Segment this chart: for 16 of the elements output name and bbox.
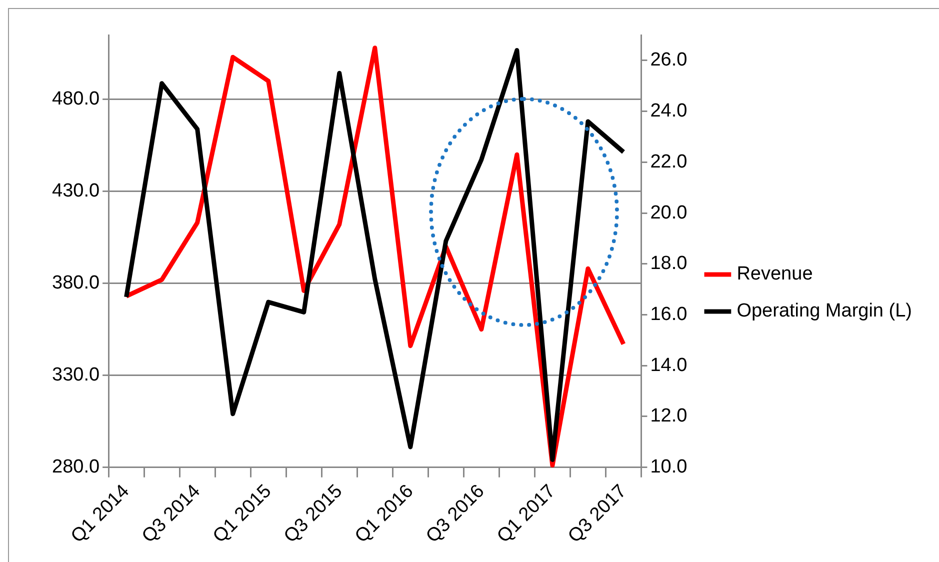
- y-tick-label: 430.0: [52, 180, 100, 202]
- y-tick-label: 280.0: [52, 456, 100, 478]
- y2-tick-label: 26.0: [650, 50, 688, 71]
- y-tick-label: 330.0: [52, 364, 100, 386]
- legend-label: Revenue: [736, 264, 813, 285]
- y2-tick-label: 20.0: [650, 202, 688, 224]
- y-tick-label: 380.0: [52, 272, 100, 294]
- y2-tick-label: 18.0: [650, 253, 688, 274]
- y-tick-label: 480.0: [52, 88, 100, 110]
- y2-tick-label: 14.0: [650, 354, 688, 376]
- y2-tick-label: 24.0: [650, 100, 688, 122]
- y2-tick-label: 12.0: [650, 406, 688, 427]
- y2-tick-label: 22.0: [650, 151, 688, 172]
- y2-tick-label: 10.0: [650, 456, 688, 478]
- legend-label: Operating Margin (L): [736, 300, 912, 322]
- y2-tick-label: 16.0: [650, 304, 688, 325]
